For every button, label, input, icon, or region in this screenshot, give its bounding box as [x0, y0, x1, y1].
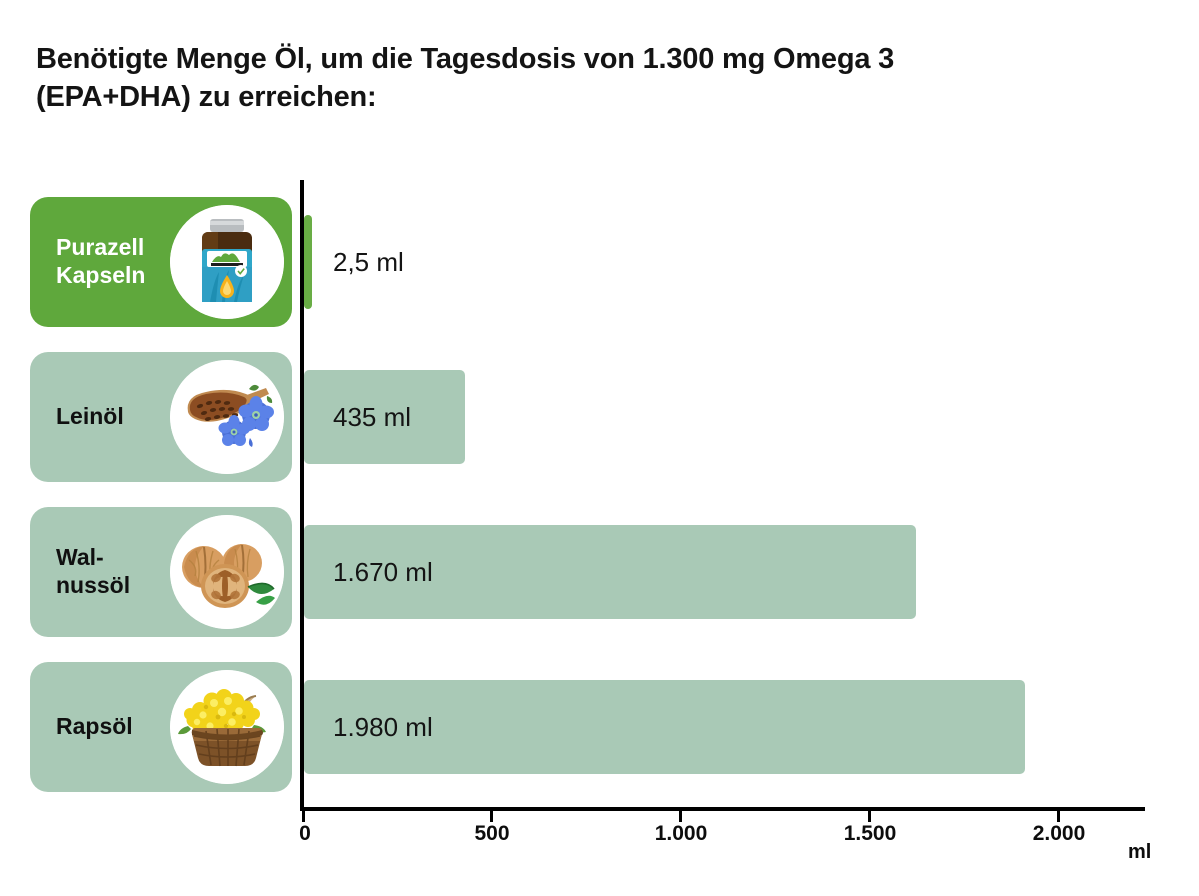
category-label-text: Leinöl — [56, 403, 124, 430]
walnuts-icon — [170, 515, 284, 629]
bar-value-walnussoel: 1.670 ml — [333, 556, 433, 587]
page-title: Benötigte Menge Öl, um die Tagesdosis vo… — [36, 43, 895, 114]
category-label-walnussoel: Wal- nussöl — [30, 507, 292, 637]
bar-walnussoel — [304, 525, 916, 619]
x-tick-label-1000: 1.000 — [654, 822, 708, 845]
bar-value-purazell-kapseln: 2,5 ml — [333, 246, 404, 277]
x-tick-label-0: 0 — [299, 822, 311, 845]
chart-row: Purazell Kapseln — [0, 197, 1199, 327]
x-tick-500 — [490, 811, 493, 822]
chart-row: Leinöl — [0, 352, 1199, 482]
chart-row: Wal- nussöl — [0, 507, 1199, 637]
x-tick-label-500: 500 — [474, 822, 510, 845]
bar-rapsoel — [304, 680, 1025, 774]
category-label-text: Rapsöl — [56, 713, 133, 740]
x-tick-0 — [302, 811, 305, 822]
category-label-text: Purazell Kapseln — [56, 234, 146, 288]
x-tick-1500 — [868, 811, 871, 822]
category-label-rapsoel: Rapsöl — [30, 662, 292, 792]
x-tick-2000 — [1057, 811, 1060, 822]
chart-row: Rapsöl — [0, 662, 1199, 792]
x-tick-label-1500: 1.500 — [843, 822, 897, 845]
category-label-leinoel: Leinöl — [30, 352, 292, 482]
bar-value-rapsoel: 1.980 ml — [333, 711, 433, 742]
x-axis-unit-label: ml — [1128, 841, 1152, 863]
bar-purazell-kapseln — [304, 215, 312, 309]
supplement-bottle-icon — [170, 205, 284, 319]
y-axis-line — [300, 180, 304, 811]
bar-leinoel — [304, 370, 465, 464]
flaxseed-scoop-icon — [170, 360, 284, 474]
category-label-text: Wal- nussöl — [56, 544, 131, 598]
bar-value-leinoel: 435 ml — [333, 401, 412, 432]
category-label-purazell-kapseln: Purazell Kapseln — [30, 197, 292, 327]
x-axis-line — [300, 807, 1145, 811]
x-tick-1000 — [679, 811, 682, 822]
rapeseed-basket-icon — [170, 670, 284, 784]
x-tick-label-2000: 2.000 — [1032, 822, 1086, 845]
